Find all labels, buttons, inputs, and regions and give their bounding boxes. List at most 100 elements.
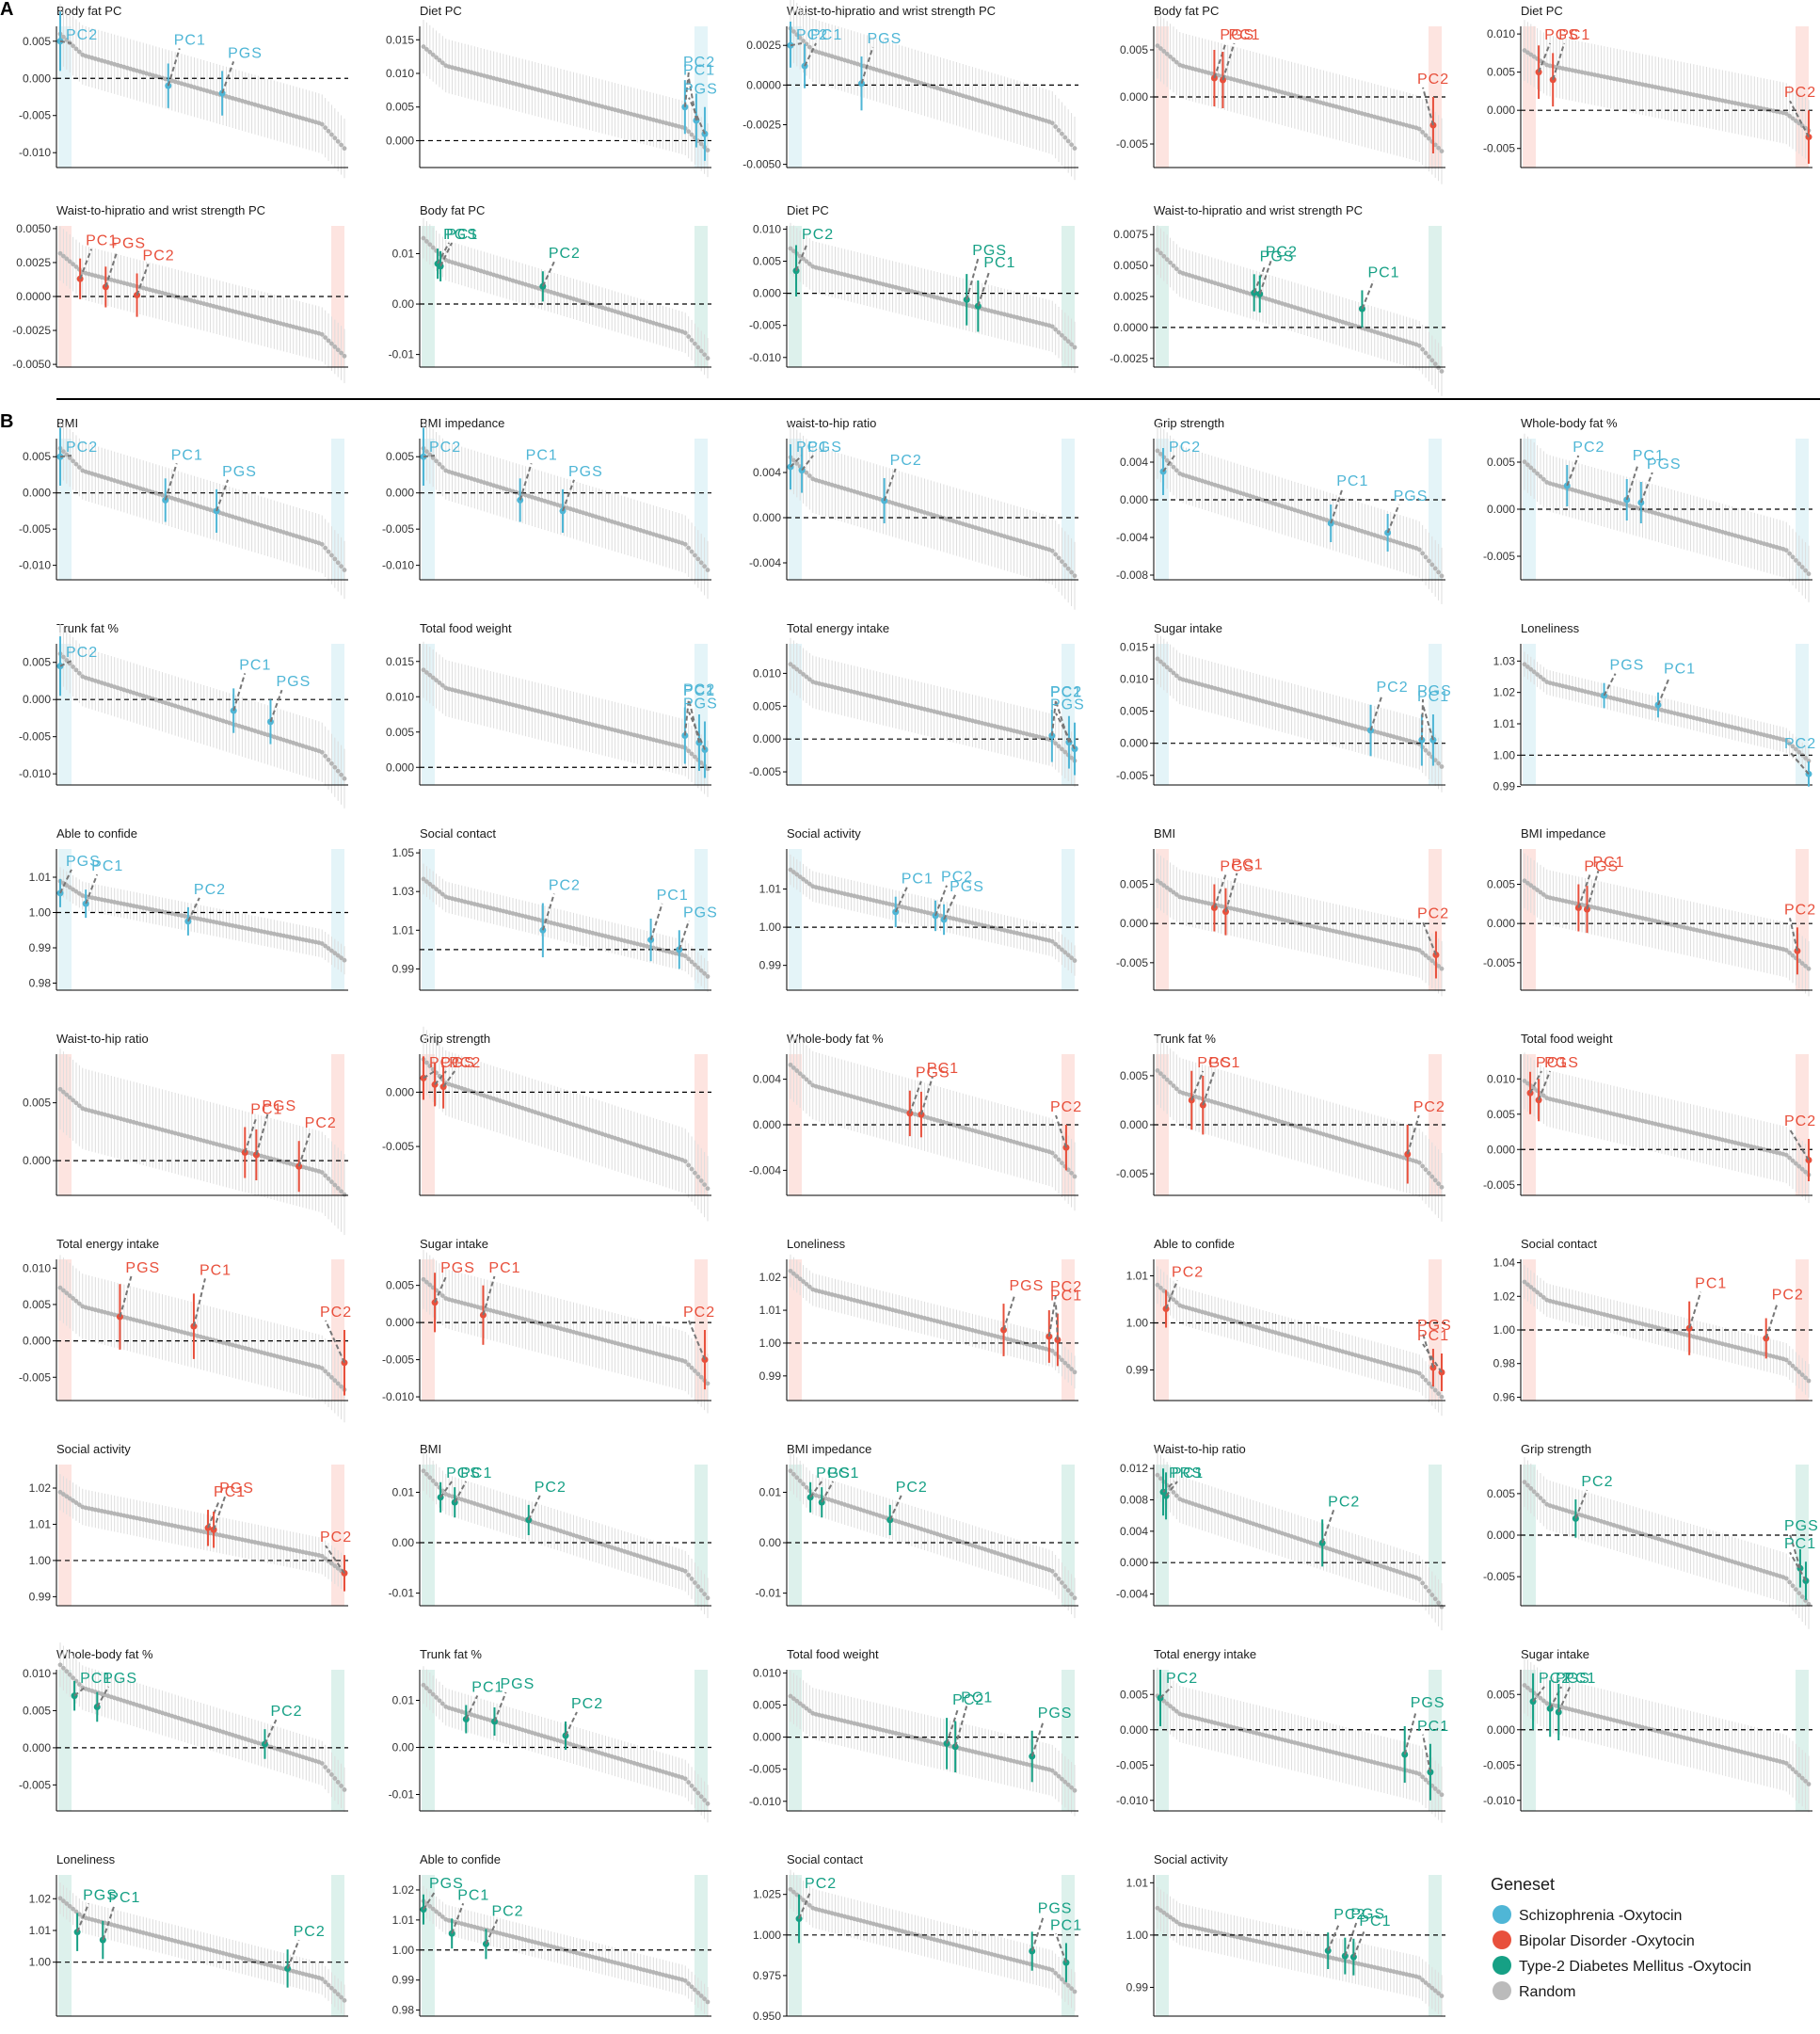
point-label: PGS <box>807 440 842 456</box>
random-point <box>319 331 325 337</box>
random-point <box>801 256 806 262</box>
random-point <box>1427 354 1431 360</box>
y-tick-label: 0.01 <box>392 247 415 260</box>
random-point <box>1541 476 1546 482</box>
y-tick-label: 0.005 <box>1120 878 1148 891</box>
random-point <box>1787 741 1793 746</box>
y-tick-label: 0.005 <box>1120 705 1148 718</box>
point-label: PC2 <box>143 248 175 264</box>
y-tick-label: 0.005 <box>23 35 51 48</box>
y-tick-label: -0.0050 <box>12 358 51 371</box>
geneset-point <box>1327 520 1334 527</box>
random-point <box>430 52 436 57</box>
panel-title: BMI impedance <box>1521 826 1605 841</box>
random-point <box>689 337 694 343</box>
point-label: PC1 <box>446 227 478 243</box>
random-point <box>1069 142 1075 148</box>
random-point <box>1436 761 1442 766</box>
point-label: PC2 <box>1169 440 1201 456</box>
y-tick-label: 1.01 <box>759 883 782 896</box>
point-label: PGS <box>868 31 902 47</box>
y-tick-label: 1.03 <box>1493 654 1516 667</box>
random-point <box>1794 746 1798 752</box>
random-point <box>423 449 429 455</box>
random-point <box>1060 559 1064 565</box>
point-label: PGS <box>276 674 311 690</box>
chart-panel-2: Waist-to-hipratio and wrist strength PC 0… <box>742 0 1078 181</box>
random-point <box>326 757 331 762</box>
random-point <box>806 677 812 682</box>
label-leader <box>1162 455 1175 472</box>
shade-band-left <box>789 439 802 580</box>
point-label: PC2 <box>890 453 922 469</box>
random-point <box>342 146 347 152</box>
label-leader <box>795 242 808 272</box>
random-point <box>326 128 331 134</box>
y-tick-label: 0.0025 <box>16 256 51 269</box>
section-letter-b: B <box>0 411 13 432</box>
random-point <box>329 761 334 766</box>
random-point <box>1790 554 1796 560</box>
random-point <box>1427 558 1431 564</box>
panel-title: Whole-body fat % <box>1521 416 1618 430</box>
random-point <box>1538 674 1543 680</box>
random-point <box>1157 659 1163 665</box>
y-tick-label: 0.015 <box>386 33 414 46</box>
random-point <box>439 465 445 470</box>
random-point <box>1436 145 1442 151</box>
point-label: PC1 <box>1231 857 1263 873</box>
point-label: PC2 <box>1784 736 1816 752</box>
random-point <box>693 553 697 558</box>
y-tick-label: 1.05 <box>392 846 415 859</box>
random-point <box>1157 250 1163 256</box>
random-point <box>1072 344 1078 350</box>
point-label: PC1 <box>683 683 715 699</box>
random-point <box>1528 465 1534 471</box>
y-tick-label: 0.000 <box>23 487 51 500</box>
y-tick-label: 0.000 <box>1487 104 1515 117</box>
random-point <box>57 250 63 256</box>
random-point <box>76 670 82 676</box>
panel-title: Total energy intake <box>787 621 889 635</box>
y-tick-label: -0.010 <box>749 351 781 364</box>
random-point <box>1803 568 1809 573</box>
geneset-point <box>1623 496 1631 504</box>
random-point <box>1060 131 1064 136</box>
random-point <box>332 764 338 770</box>
label-leader <box>860 46 874 84</box>
point-label: PC2 <box>1417 906 1449 922</box>
y-tick-label: -0.010 <box>19 559 51 572</box>
point-label: PC2 <box>1417 72 1449 88</box>
panel-title: Trunk fat % <box>56 621 119 635</box>
shade-band-left <box>58 644 72 785</box>
point-label: PGS <box>111 235 146 251</box>
random-point <box>1049 120 1055 126</box>
random-point <box>1053 552 1059 557</box>
point-label: PGS <box>683 82 718 98</box>
random-point <box>1416 126 1422 132</box>
shade-band-left <box>58 26 72 168</box>
random-point <box>71 665 75 669</box>
panel-title: waist-to-hip ratio <box>786 416 876 430</box>
random-point <box>1053 741 1059 746</box>
point-label: PGS <box>1050 697 1085 713</box>
random-point <box>682 541 688 547</box>
random-point <box>702 352 708 358</box>
y-tick-label: -0.005 <box>1483 142 1515 155</box>
panel-title: Diet PC <box>787 203 829 217</box>
shade-band-left <box>422 439 435 580</box>
random-point <box>1056 555 1062 561</box>
random-point <box>794 460 800 466</box>
random-point <box>73 667 79 673</box>
y-tick-label: -0.01 <box>389 348 415 361</box>
random-point <box>1432 566 1438 571</box>
point-label: PC1 <box>1633 448 1665 464</box>
y-tick-label: -0.005 <box>19 730 51 744</box>
random-point <box>797 669 803 675</box>
point-label: PGS <box>972 243 1007 259</box>
y-tick-label: 0.000 <box>386 487 414 500</box>
shade-band-left <box>789 226 802 367</box>
random-point <box>332 556 338 562</box>
